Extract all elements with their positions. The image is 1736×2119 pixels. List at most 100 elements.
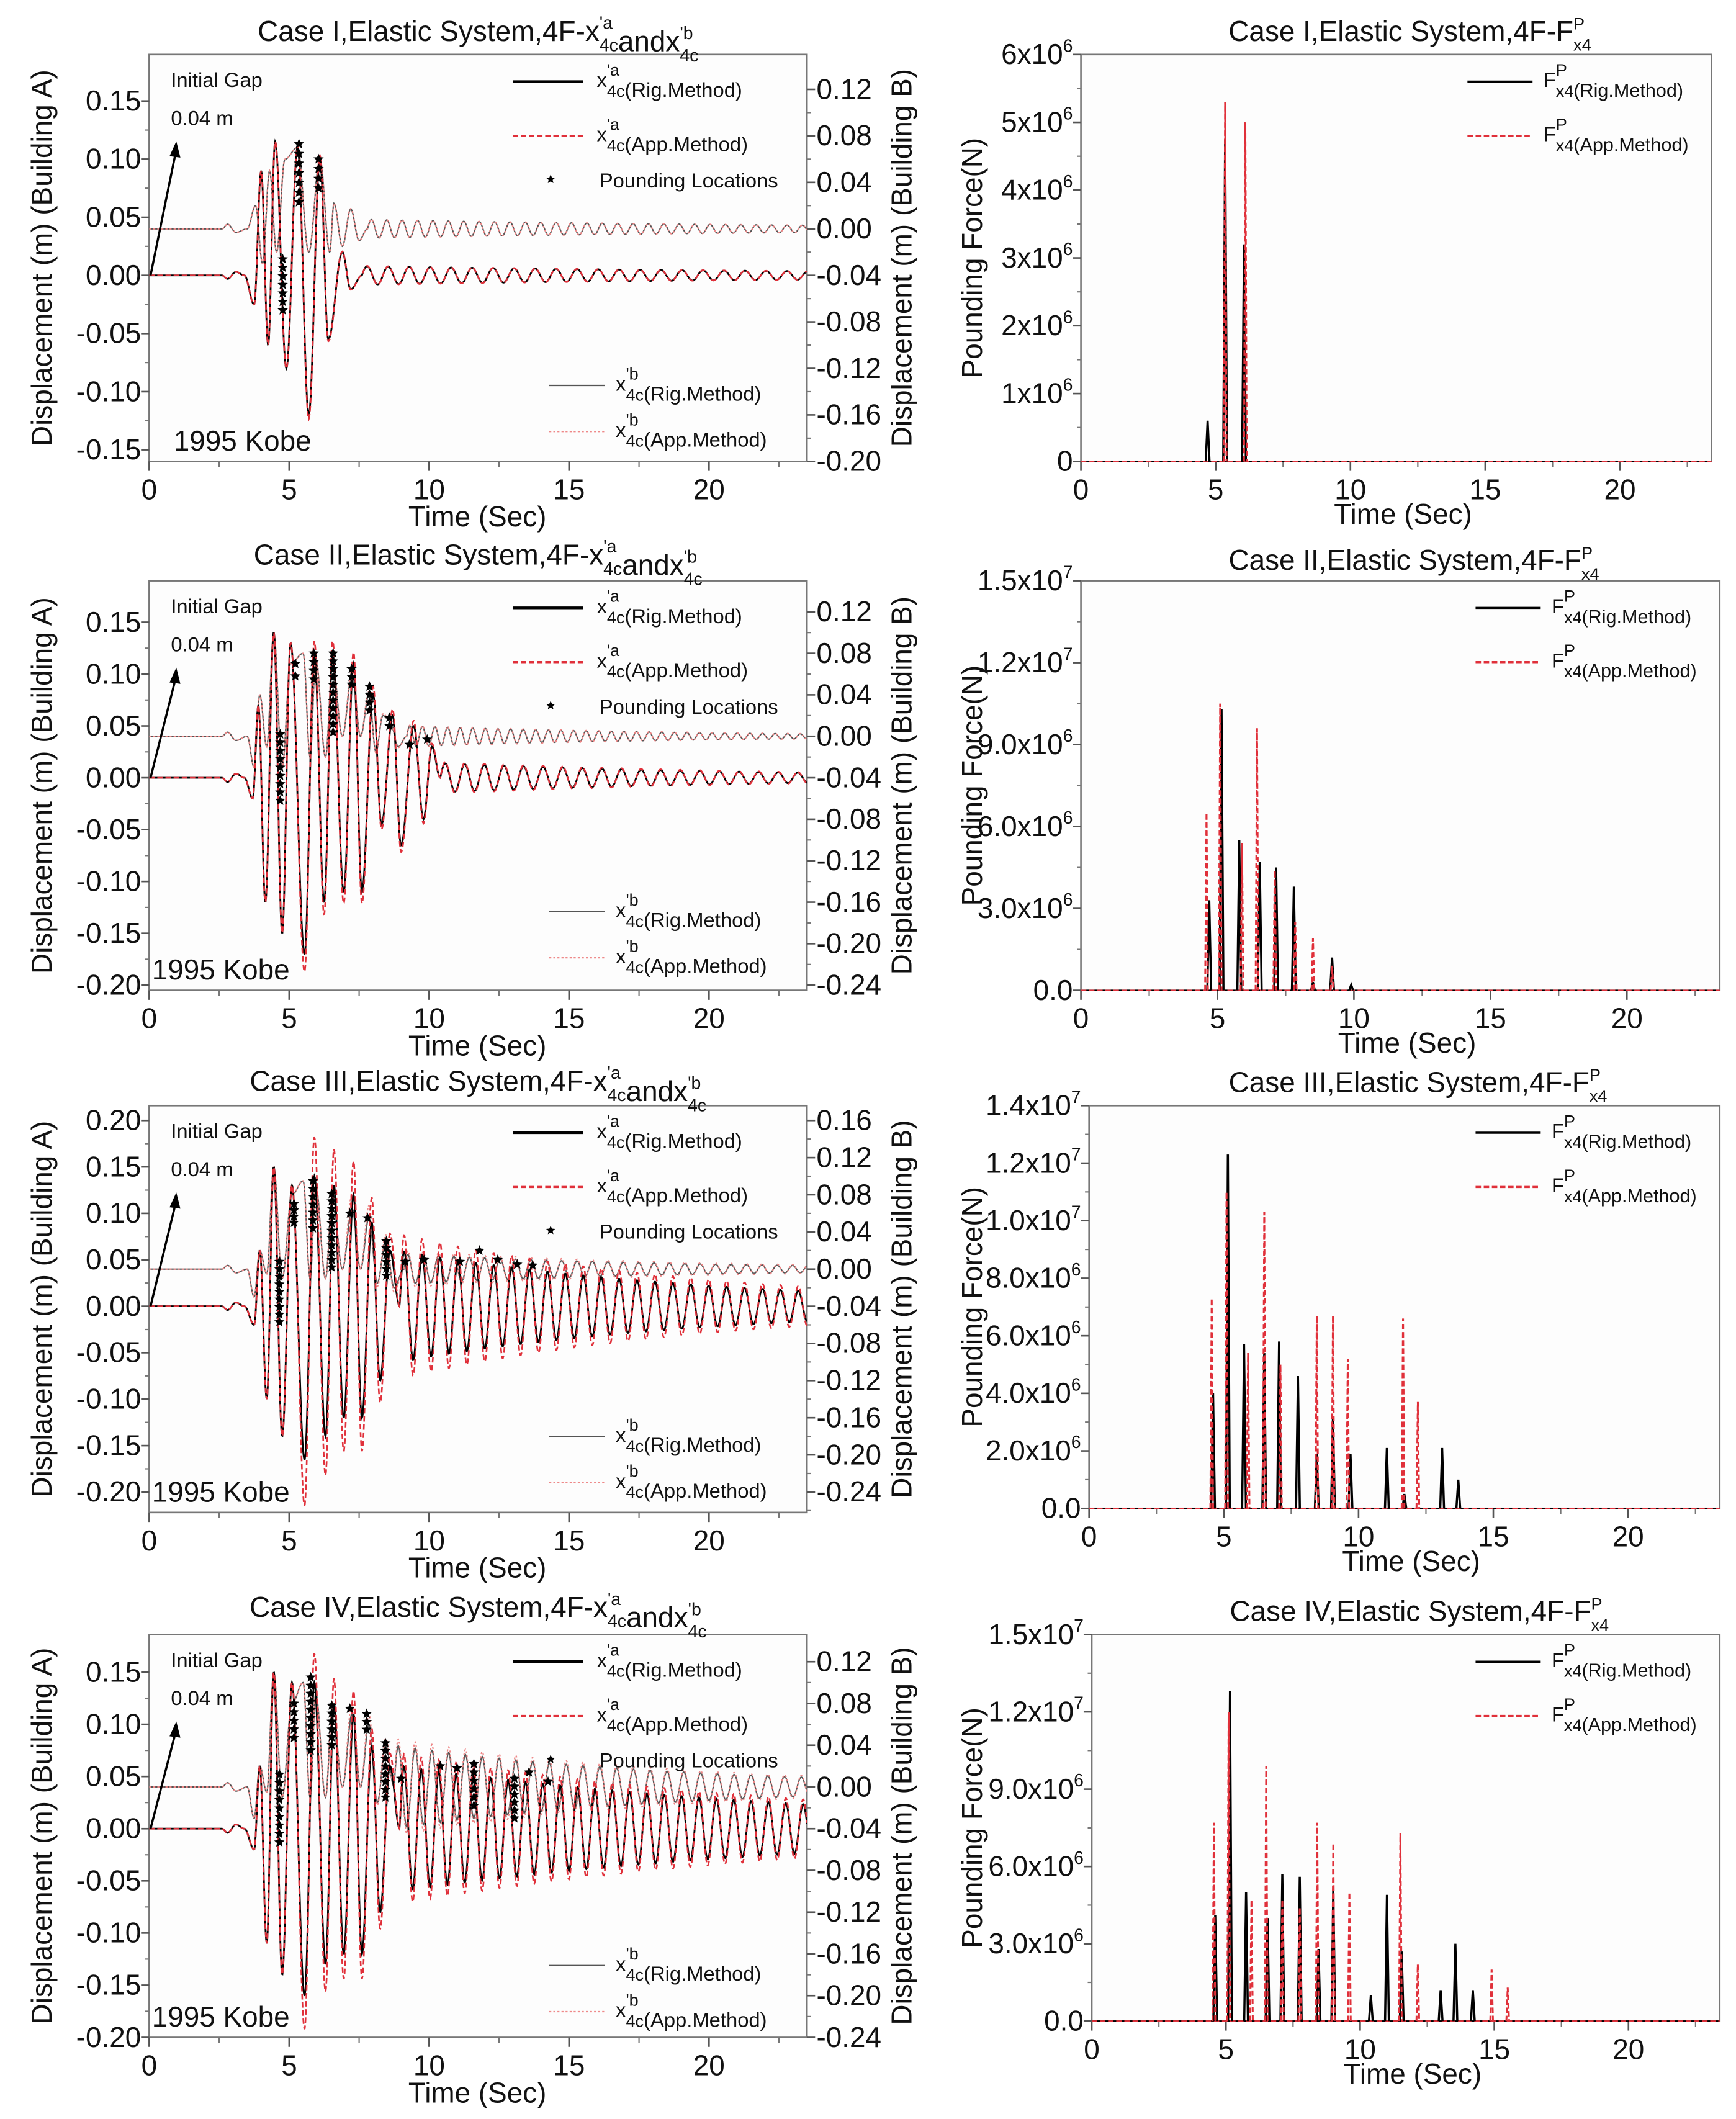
force-spike-app (1223, 102, 1228, 462)
title-text: Case III,Elastic System,4F- (1229, 1066, 1572, 1098)
y2-tick-label: -0.04 (816, 1290, 881, 1322)
pounding-marker (274, 1837, 285, 1847)
pounding-marker (326, 1716, 337, 1726)
y2-tick-label: 0.12 (816, 595, 871, 628)
force-spike-app (1314, 1315, 1320, 1509)
y-axis-label: Displacement (m) (Building A) (25, 597, 58, 974)
pounding-marker (305, 1704, 316, 1714)
y-tick-label: 0.10 (86, 1197, 141, 1229)
gap-arrow-line (149, 149, 178, 276)
title-symbol: x (673, 1075, 688, 1107)
pounding-marker (274, 1777, 285, 1788)
pounding-marker (294, 168, 304, 178)
legend-method: (App.Method) (644, 1479, 767, 1502)
subscript: x4 (1564, 608, 1582, 627)
title-text: Case IV,Elastic System,4F- (1230, 1595, 1573, 1627)
y-tick-label: -0.20 (76, 1475, 142, 1508)
pounding-marker (509, 1797, 520, 1807)
pounding-marker (512, 1259, 523, 1269)
subscript: 4c (607, 135, 625, 155)
y2-tick-label: -0.24 (816, 968, 881, 1001)
pounding-marker (307, 1223, 318, 1233)
displacement-chart: Case IV,Elastic System,4F-x'a 4candx'b 4c0… (25, 1590, 917, 2109)
force-spike-app (1226, 1712, 1231, 2022)
legend-method: (Rig.Method) (1581, 1660, 1691, 1681)
y-tick-label: 1.2x107 (978, 644, 1073, 678)
force-spike-rig (1218, 709, 1225, 991)
superscript: 'a (600, 14, 613, 34)
force-spike-app (1347, 1892, 1352, 2022)
superscript: 'b (626, 936, 638, 955)
chart-title: Case I,Elastic System,4F-FP x4 (1228, 14, 1591, 55)
legend: x'a 4c(Rig.Method)x'a 4c(App.Method)Poundi… (512, 1640, 778, 2031)
pounding-marker (326, 1247, 337, 1257)
y-tick-label: 0.00 (86, 761, 141, 793)
y-tick-label: 1.0x107 (986, 1202, 1081, 1236)
legend-method: (Rig.Method) (624, 1129, 742, 1152)
pounding-marker (313, 153, 324, 164)
legend: FP x4(Rig.Method)FP x4(App.Method) (1475, 587, 1697, 682)
pounding-marker (346, 678, 357, 689)
force-spike-app (1209, 1298, 1214, 1509)
title-symbol: x (585, 15, 600, 47)
pounding-marker (328, 664, 338, 674)
legend-method: (App.Method) (644, 428, 767, 451)
pounding-marker (381, 1263, 392, 1274)
gap-arrow-line (149, 1729, 178, 1829)
legend-symbol: F (1552, 1703, 1564, 1725)
subscript: 4c (688, 1622, 707, 1642)
pounding-marker (381, 1249, 392, 1260)
pounding-marker (274, 1794, 285, 1804)
legend-a-app: x'a 4c(App.Method) (596, 1694, 748, 1735)
y-tick-label: 3.0x106 (988, 1925, 1084, 1959)
superscript: 'b (680, 24, 693, 43)
y-tick-label: 2x106 (1001, 307, 1073, 341)
subscript: 4c (607, 662, 625, 681)
y2-tick-label: 0.00 (816, 212, 871, 245)
pounding-marker (326, 1225, 337, 1235)
legend-force-app: FP x4(App.Method) (1544, 114, 1689, 155)
y-tick-label: -0.05 (76, 317, 142, 349)
pounding-marker (361, 1708, 372, 1719)
pounding-marker (294, 196, 304, 207)
x-axis-label: Time (Sec) (1342, 1545, 1480, 1577)
pounding-marker (362, 1212, 373, 1223)
tick-mantissa: 6x10 (1001, 38, 1063, 70)
pounding-marker (346, 663, 357, 673)
pounding-marker (364, 689, 375, 699)
legend-symbol: F (1544, 68, 1556, 91)
force-spike-rig (1401, 1493, 1408, 1509)
legend-symbol: x (596, 649, 607, 672)
legend-b-app: x'b 4c(App.Method) (616, 1990, 767, 2031)
y-tick-label: 0.10 (86, 1707, 141, 1740)
pounding-marker (305, 1680, 316, 1690)
x-tick-label: 15 (553, 1002, 585, 1035)
series-b-app-line (149, 146, 807, 264)
superscript: 'b (626, 410, 638, 430)
y-tick-label: -0.15 (76, 433, 142, 466)
force-spike-rig (1383, 1447, 1390, 1509)
y-tick-label: 0.05 (86, 1760, 141, 1792)
initial-gap-label: Initial Gap (171, 68, 263, 91)
legend-symbol: x (596, 1649, 607, 1671)
force-spike-app (1204, 812, 1209, 991)
pounding-marker (364, 696, 375, 707)
x-tick-label: 5 (281, 1002, 297, 1035)
x-tick-label: 20 (693, 2049, 725, 2082)
pounding-marker (328, 711, 338, 721)
pounding-marker (326, 1195, 337, 1206)
legend-symbol: x (616, 1999, 626, 2022)
y-tick-label: 1.5x107 (978, 562, 1073, 596)
gap-arrow-line (149, 1200, 178, 1307)
legend-method: (Rig.Method) (1573, 80, 1683, 101)
tick-exponent: 7 (1063, 644, 1073, 664)
y2-tick-label: 0.12 (816, 1141, 871, 1173)
pounding-marker (454, 1256, 465, 1266)
y2-axis-label: Displacement (m) (Building B) (885, 1120, 917, 1498)
series-group (149, 1653, 807, 2030)
x-axis-label: Time (Sec) (1338, 1027, 1477, 1059)
tick-exponent: 6 (1071, 1318, 1081, 1338)
x-tick-label: 0 (142, 1524, 158, 1557)
series-group (149, 632, 807, 973)
tick-exponent: 6 (1063, 890, 1073, 910)
